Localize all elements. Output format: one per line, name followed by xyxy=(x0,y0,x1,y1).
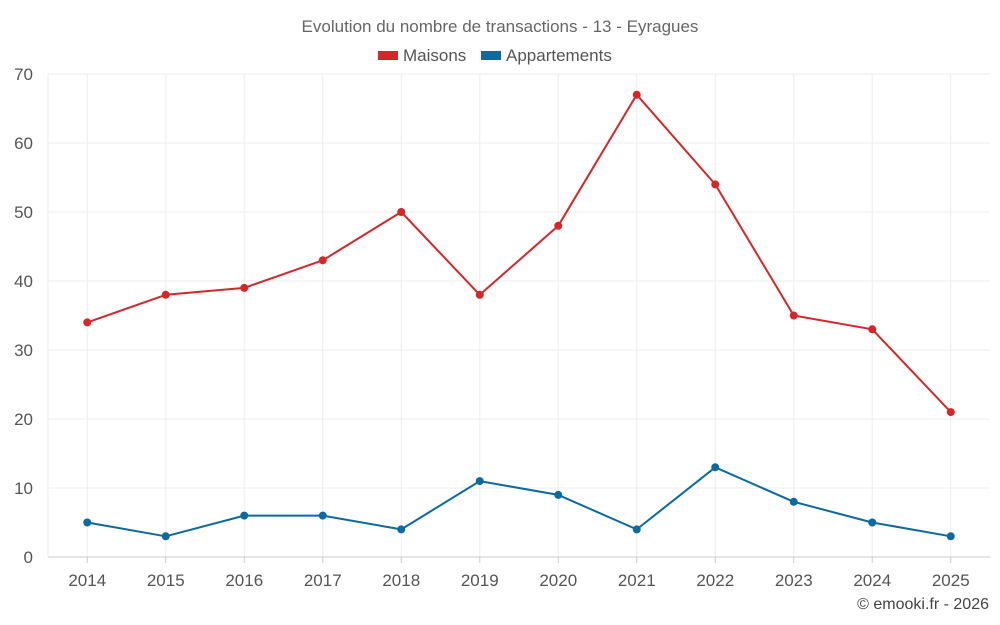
data-point-maisons-2024[interactable] xyxy=(868,325,877,334)
y-tick-label: 50 xyxy=(14,203,33,222)
x-tick-label: 2024 xyxy=(853,571,891,590)
axes: 0 10 20 30 40 50 60 70 2014 2015 2016 2017 2018 2019 2… xyxy=(14,65,990,590)
data-point-appartements-2025[interactable] xyxy=(946,532,955,541)
data-point-appartements-2014[interactable] xyxy=(83,518,92,527)
data-point-appartements-2024[interactable] xyxy=(868,518,877,527)
data-point-maisons-2025[interactable] xyxy=(946,408,955,417)
data-point-maisons-2021[interactable] xyxy=(632,90,641,99)
series-line-maisons xyxy=(86,93,952,413)
data-point-appartements-2020[interactable] xyxy=(554,490,563,499)
x-tick-label: 2015 xyxy=(147,571,185,590)
data-point-maisons-2014[interactable] xyxy=(83,318,92,327)
y-tick-label: 20 xyxy=(14,410,33,429)
data-point-maisons-2020[interactable] xyxy=(554,221,563,230)
y-tick-label: 40 xyxy=(14,272,33,291)
x-tick-label: 2016 xyxy=(225,571,263,590)
legend-swatch-maisons xyxy=(378,51,398,60)
y-tick-label: 30 xyxy=(14,341,33,360)
data-point-maisons-2022[interactable] xyxy=(711,180,720,189)
data-point-maisons-2017[interactable] xyxy=(318,256,327,265)
data-point-appartements-2017[interactable] xyxy=(318,511,327,520)
data-point-appartements-2021[interactable] xyxy=(632,525,641,534)
x-tick-label: 2025 xyxy=(932,571,970,590)
legend-swatch-appartements xyxy=(481,51,501,60)
x-tick-label: 2023 xyxy=(775,571,813,590)
x-tick-label: 2021 xyxy=(618,571,656,590)
data-point-appartements-2018[interactable] xyxy=(397,525,406,534)
x-tick-label: 2014 xyxy=(68,571,106,590)
data-point-maisons-2023[interactable] xyxy=(789,311,798,320)
x-tick-label: 2020 xyxy=(539,571,577,590)
data-point-appartements-2019[interactable] xyxy=(475,477,484,486)
x-tick-label: 2017 xyxy=(304,571,342,590)
data-point-appartements-2016[interactable] xyxy=(240,511,249,520)
grid xyxy=(47,73,990,557)
x-tick-label: 2019 xyxy=(461,571,499,590)
legend-label-appartements[interactable]: Appartements xyxy=(506,46,612,65)
x-tick-label: 2022 xyxy=(696,571,734,590)
y-tick-label: 60 xyxy=(14,134,33,153)
data-point-maisons-2018[interactable] xyxy=(397,208,406,216)
chart-title: Evolution du nombre de transactions - 13… xyxy=(302,17,699,36)
y-tick-label: 10 xyxy=(14,479,33,498)
series-line-appartements xyxy=(87,466,951,538)
data-point-maisons-2019[interactable] xyxy=(475,290,484,299)
y-tick-label: 0 xyxy=(24,548,33,567)
data-point-appartements-2023[interactable] xyxy=(789,497,798,506)
series-layer xyxy=(83,90,955,541)
y-tick-label: 70 xyxy=(14,65,33,84)
x-tick-label: 2018 xyxy=(382,571,420,590)
data-point-appartements-2022[interactable] xyxy=(711,463,720,472)
legend: Maisons Appartements xyxy=(378,46,612,65)
legend-label-maisons[interactable]: Maisons xyxy=(403,46,466,65)
data-point-appartements-2015[interactable] xyxy=(161,532,170,541)
data-point-maisons-2015[interactable] xyxy=(161,290,170,299)
data-point-maisons-2016[interactable] xyxy=(240,283,249,292)
credit-text: © emooki.fr - 2026 xyxy=(857,596,989,613)
